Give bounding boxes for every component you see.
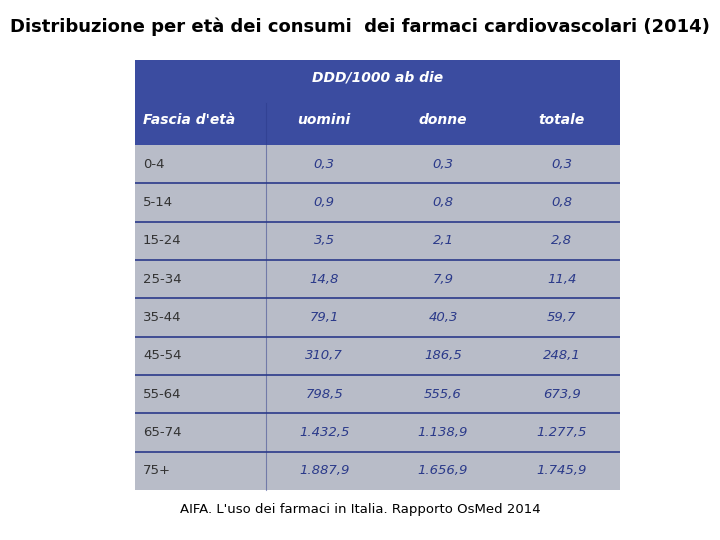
Text: 1.432,5: 1.432,5 [299, 426, 349, 439]
Text: 25-34: 25-34 [143, 273, 181, 286]
Text: 0,3: 0,3 [552, 158, 572, 171]
Text: totale: totale [539, 113, 585, 127]
Text: 0-4: 0-4 [143, 158, 164, 171]
Text: 1.887,9: 1.887,9 [299, 464, 349, 477]
Text: 798,5: 798,5 [305, 388, 343, 401]
Bar [135, 145, 620, 184]
Bar [135, 260, 620, 298]
Text: AIFA. L'uso dei farmaci in Italia. Rapporto OsMed 2014: AIFA. L'uso dei farmaci in Italia. Rappo… [180, 503, 540, 516]
Bar [135, 184, 620, 221]
Bar [135, 375, 620, 413]
Text: 3,5: 3,5 [314, 234, 335, 247]
Bar [135, 60, 620, 95]
Text: 0,3: 0,3 [433, 158, 454, 171]
Text: 0,8: 0,8 [433, 196, 454, 209]
Bar [135, 60, 620, 490]
Text: 5-14: 5-14 [143, 196, 173, 209]
Text: 75+: 75+ [143, 464, 171, 477]
Text: 1.277,5: 1.277,5 [536, 426, 587, 439]
Text: 40,3: 40,3 [428, 311, 458, 324]
Text: 2,8: 2,8 [552, 234, 572, 247]
Text: 65-74: 65-74 [143, 426, 181, 439]
Bar [135, 95, 620, 145]
Bar [135, 413, 620, 451]
Text: 15-24: 15-24 [143, 234, 181, 247]
Text: 35-44: 35-44 [143, 311, 181, 324]
Text: 310,7: 310,7 [305, 349, 343, 362]
Text: 14,8: 14,8 [310, 273, 339, 286]
Text: 55-64: 55-64 [143, 388, 181, 401]
Text: Fascia d'età: Fascia d'età [143, 113, 235, 127]
Text: donne: donne [419, 113, 467, 127]
Text: 45-54: 45-54 [143, 349, 181, 362]
Text: 248,1: 248,1 [543, 349, 580, 362]
Bar [135, 298, 620, 336]
Text: 2,1: 2,1 [433, 234, 454, 247]
Bar [135, 221, 620, 260]
Text: 0,3: 0,3 [314, 158, 335, 171]
Bar [135, 451, 620, 490]
Text: 673,9: 673,9 [543, 388, 580, 401]
Text: 186,5: 186,5 [424, 349, 462, 362]
Text: 1.745,9: 1.745,9 [536, 464, 587, 477]
Text: DDD/1000 ab die: DDD/1000 ab die [312, 71, 443, 84]
Text: Distribuzione per età dei consumi  dei farmaci cardiovascolari (2014): Distribuzione per età dei consumi dei fa… [10, 18, 710, 37]
Bar [135, 336, 620, 375]
Text: 1.138,9: 1.138,9 [418, 426, 468, 439]
Text: 79,1: 79,1 [310, 311, 339, 324]
Text: uomini: uomini [297, 113, 351, 127]
Text: 59,7: 59,7 [547, 311, 577, 324]
Text: 11,4: 11,4 [547, 273, 577, 286]
Text: 555,6: 555,6 [424, 388, 462, 401]
Text: 0,8: 0,8 [552, 196, 572, 209]
Text: 0,9: 0,9 [314, 196, 335, 209]
Text: 7,9: 7,9 [433, 273, 454, 286]
Text: 1.656,9: 1.656,9 [418, 464, 468, 477]
